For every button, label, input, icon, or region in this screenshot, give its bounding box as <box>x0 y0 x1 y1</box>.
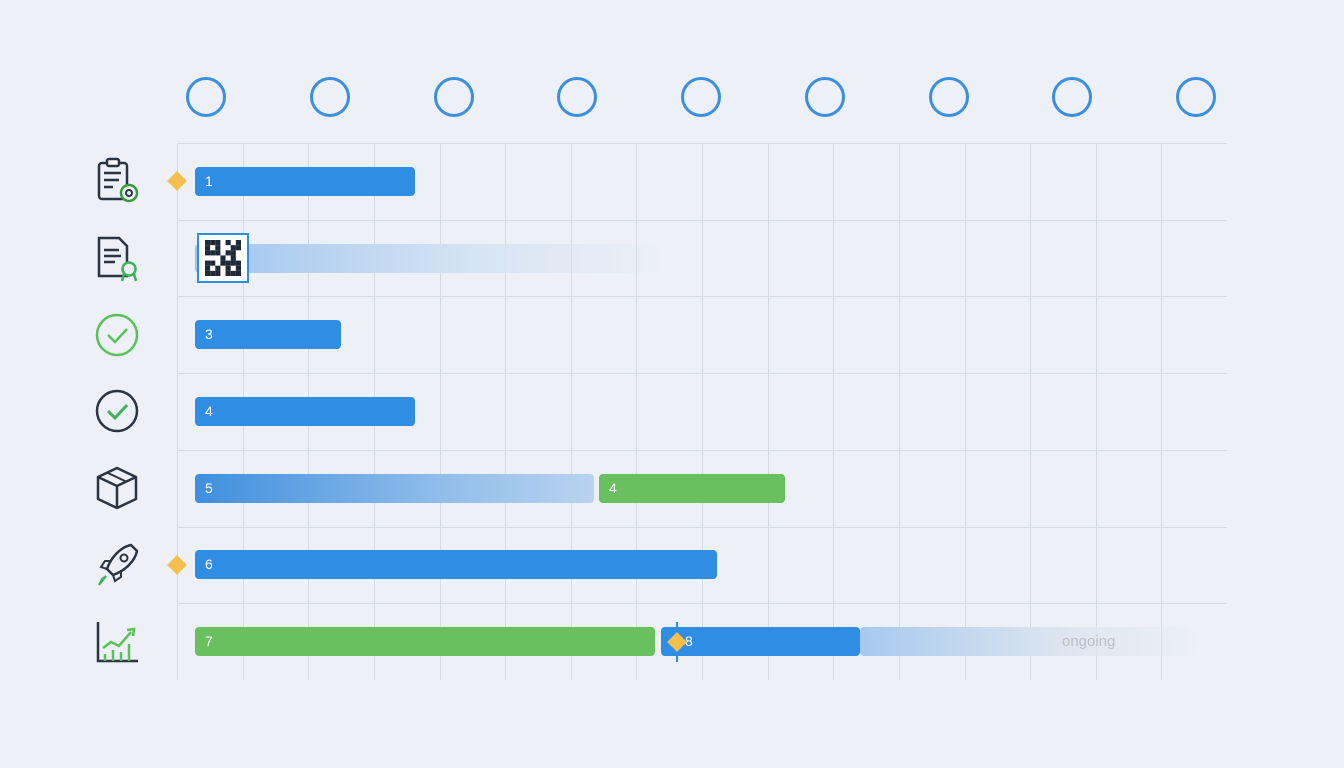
column-header-circle <box>557 77 597 117</box>
check-circle-green-icon <box>93 311 141 359</box>
gantt-grid <box>177 143 1227 680</box>
bar-label: 1 <box>205 173 213 189</box>
gantt-bar[interactable]: 5 <box>195 474 594 503</box>
column-header-circle <box>1176 77 1216 117</box>
gantt-bar[interactable]: 1 <box>195 167 415 196</box>
gantt-bar[interactable]: 4 <box>599 474 785 503</box>
column-header-circle <box>681 77 721 117</box>
growth-chart-icon <box>93 618 141 666</box>
bar-label: 7 <box>205 633 213 649</box>
box-icon <box>93 464 141 512</box>
column-header-circle <box>186 77 226 117</box>
column-header-circle <box>434 77 474 117</box>
bar-label: 4 <box>205 403 213 419</box>
column-header-circle <box>805 77 845 117</box>
gantt-bar[interactable] <box>195 244 663 273</box>
bar-label: 6 <box>205 556 213 572</box>
clipboard-gear-icon <box>93 157 141 205</box>
gantt-bar[interactable]: 4 <box>195 397 415 426</box>
gantt-bar[interactable]: 8 <box>661 627 860 656</box>
qr-code-icon[interactable] <box>197 233 249 283</box>
column-header-circle <box>310 77 350 117</box>
certificate-document-icon <box>93 234 141 282</box>
gantt-bar[interactable]: 7 <box>195 627 655 656</box>
bar-label: 8 <box>685 633 693 649</box>
column-header-circle <box>1052 77 1092 117</box>
rocket-icon <box>93 541 141 589</box>
gantt-bar[interactable]: 6 <box>195 550 717 579</box>
bar-label: 4 <box>609 480 617 496</box>
bar-label: 5 <box>205 480 213 496</box>
check-circle-icon <box>93 387 141 435</box>
bar-label: 3 <box>205 326 213 342</box>
column-header-circle <box>929 77 969 117</box>
gantt-bar[interactable]: 3 <box>195 320 341 349</box>
status-label: ongoing <box>1062 633 1116 650</box>
gantt-bar[interactable] <box>860 627 1201 656</box>
